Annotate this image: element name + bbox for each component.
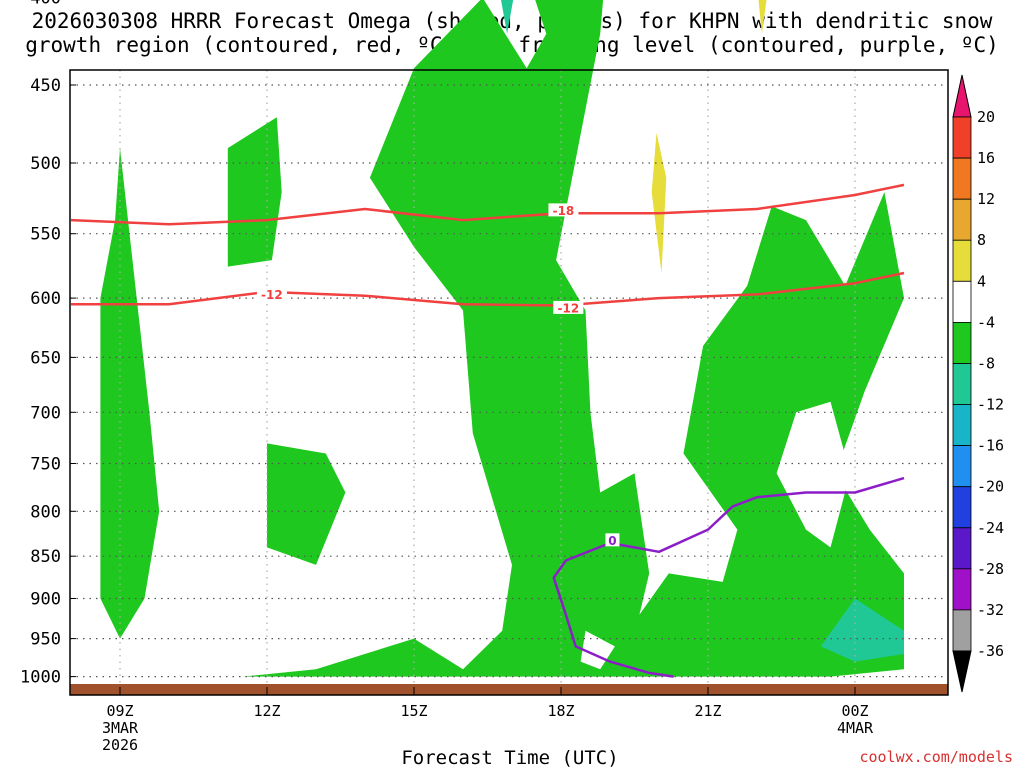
x-tick-label-00Z-1: 4MAR — [837, 719, 874, 737]
omega-shading — [100, 0, 904, 677]
y-tick-label-550: 550 — [30, 225, 61, 245]
omega-region-2 — [267, 443, 346, 565]
colorbar-label-10: -24 — [977, 519, 1004, 537]
y-tick-label-750: 750 — [30, 455, 61, 475]
colorbar-label-4: 4 — [977, 272, 986, 290]
colorbar-swatch-5 — [952, 280, 972, 323]
isotherm-label-bg-2 — [553, 300, 584, 314]
y-tick-label-650: 650 — [30, 348, 61, 368]
x-tick-label-09Z-0: 09Z — [106, 702, 133, 720]
y-tick-label-950: 950 — [30, 630, 61, 650]
x-tick-label-18Z-0: 18Z — [547, 702, 574, 720]
x-tick-label-21Z-0: 21Z — [694, 702, 721, 720]
x-tick-label-09Z-1: 3MAR — [102, 719, 139, 737]
y-tick-label-400: 400 — [30, 0, 61, 9]
omega-region-3 — [242, 0, 904, 677]
isotherm-label-1: -12 — [261, 288, 283, 302]
colorbar-label-12: -32 — [977, 601, 1004, 619]
y-tick-label-450: 450 — [30, 76, 61, 96]
colorbar-label-5: -4 — [977, 313, 995, 331]
x-tick-label-12Z-0: 12Z — [253, 702, 280, 720]
colorbar-swatch-4 — [952, 239, 972, 282]
omega-region-1 — [227, 117, 282, 267]
omega-region-4 — [501, 0, 514, 34]
colorbar-top-triangle — [952, 74, 972, 118]
colorbar-swatch-2 — [952, 157, 972, 200]
y-tick-label-800: 800 — [30, 502, 61, 522]
colorbar-swatch-6 — [952, 321, 972, 364]
colorbar-label-8: -16 — [977, 437, 1004, 455]
x-tick-label-15Z-0: 15Z — [400, 702, 427, 720]
isotherm-label-bg-3 — [605, 533, 620, 547]
plot-frame — [69, 69, 949, 696]
terrain-layer — [70, 684, 948, 695]
colorbar-label-3: 8 — [977, 231, 986, 249]
isotherm--18 — [70, 183, 905, 226]
y-tick-label-500: 500 — [30, 154, 61, 174]
colorbar-swatch-10 — [952, 486, 972, 529]
colorbar-label-2: 12 — [977, 190, 995, 208]
colorbar-swatch-3 — [952, 198, 972, 241]
isotherm--12 — [71, 271, 905, 307]
omega-region-7 — [758, 0, 767, 34]
omega-region-0 — [100, 148, 160, 639]
isotherm-label-bg-1 — [256, 287, 287, 301]
colorbar-bottom-triangle — [952, 650, 972, 693]
y-axis-ticks: 2503003504004505005506006507007508008509… — [20, 0, 76, 688]
terrain-strip — [70, 684, 948, 695]
x-tick-label-09Z-2: 2026 — [102, 736, 138, 754]
colorbar-label-7: -12 — [977, 396, 1004, 414]
x-axis-label: Forecast Time (UTC) — [401, 747, 618, 768]
temperature-contours: -18 -12 -12 0 — [70, 183, 905, 678]
colorbar: 20 16 12 8 4 -4 -8 -12 -16 -20 -24 -28 -32 -36 — [952, 74, 1004, 693]
colorbar-label-0: 20 — [977, 108, 995, 126]
colorbar-swatch-7 — [952, 363, 972, 405]
y-tick-label-1000: 1000 — [20, 668, 61, 688]
y-tick-label-700: 700 — [30, 403, 61, 423]
y-tick-label-850: 850 — [30, 547, 61, 567]
colorbar-swatch-1 — [952, 116, 972, 159]
colorbar-label-13: -36 — [977, 642, 1004, 660]
colorbar-label-11: -28 — [977, 560, 1004, 578]
colorbar-swatch-13 — [952, 609, 972, 652]
isotherm-label-3: 0 — [608, 534, 616, 548]
colorbar-label-1: 16 — [977, 149, 995, 167]
colorbar-swatch-9 — [952, 445, 972, 488]
colorbar-label-9: -20 — [977, 478, 1004, 496]
colorbar-label-6: -8 — [977, 355, 995, 373]
isotherm-label-2: -12 — [558, 301, 580, 315]
omega-region-5 — [820, 598, 904, 662]
chart-title-line1: 2026030308 HRRR Forecast Omega (shaded, … — [32, 9, 993, 33]
isotherm-label-bg-0 — [548, 203, 579, 217]
credit-link[interactable]: coolwx.com/models — [859, 748, 1013, 766]
colorbar-swatch-12 — [952, 568, 972, 611]
colorbar-swatch-11 — [952, 527, 972, 570]
x-tick-label-00Z-0: 00Z — [841, 702, 868, 720]
y-tick-label-900: 900 — [30, 590, 61, 610]
y-tick-label-600: 600 — [30, 289, 61, 309]
omega-region-6 — [651, 132, 667, 273]
colorbar-swatch-8 — [952, 404, 972, 446]
isotherm-label-0: -18 — [553, 204, 575, 218]
